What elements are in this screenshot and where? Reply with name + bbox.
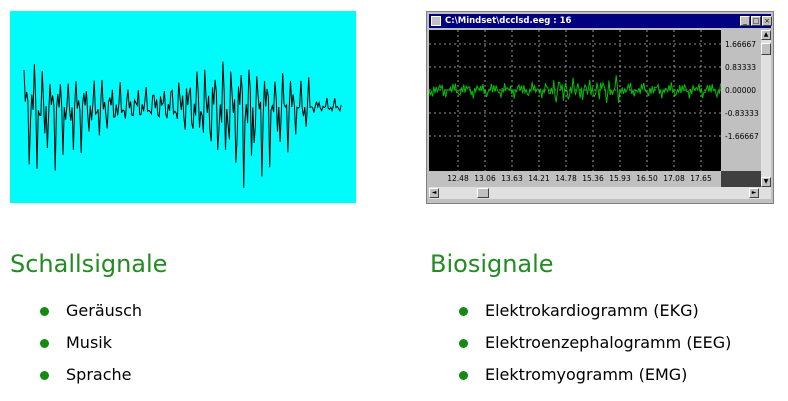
scroll-down-button[interactable]: ▼ [761,177,771,187]
bullet-icon [40,371,49,380]
eeg-window-title: C:\Mindset\dcclsd.eeg : 16 [445,16,572,26]
horizontal-scrollbar[interactable]: ◄ ► [429,187,771,199]
biosignale-heading: Biosignale [430,250,554,278]
x-tick-label: 15.93 [609,174,631,183]
bullet-icon [40,307,49,316]
y-tick-label: 0.00000 [725,86,757,95]
x-tick-label: 13.63 [501,174,523,183]
x-tick-label: 17.08 [663,174,685,183]
x-tick-label: 13.06 [474,174,496,183]
bullet-icon [459,371,468,380]
sound-signal-image [10,11,356,203]
minimize-button[interactable]: _ [740,16,750,26]
eeg-window: C:\Mindset\dcclsd.eeg : 16 _ □ × 1.66667… [426,11,774,204]
y-tick-label: 0.83333 [725,63,757,72]
x-tick-label: 12.48 [447,174,469,183]
eeg-trace [428,75,722,104]
y-tick-label: -0.83333 [725,109,759,118]
horizontal-scroll-thumb[interactable] [477,188,489,198]
x-tick-label: 16.50 [636,174,658,183]
y-tick-label: 1.66667 [725,40,757,49]
scroll-left-button[interactable]: ◄ [429,188,439,198]
maximize-button[interactable]: □ [751,16,761,26]
x-tick-label: 17.65 [690,174,712,183]
y-tick-label: -1.66667 [725,132,759,141]
sound-waveform [23,61,342,188]
x-tick-label: 14.78 [555,174,577,183]
schallsignale-heading: Schallsignale [10,250,168,278]
x-tick-label: 15.36 [582,174,604,183]
vertical-scroll-thumb[interactable] [761,43,771,55]
bullet-icon [40,339,49,348]
scroll-right-button[interactable]: ► [749,188,759,198]
vertical-scrollbar[interactable]: ▲ ▼ [761,30,771,187]
bullet-icon [459,339,468,348]
bullet-icon [459,307,468,316]
close-button[interactable]: × [762,16,772,26]
x-tick-label: 14.21 [528,174,550,183]
eeg-y-axis: 1.66667 0.83333 0.00000 -0.83333 -1.6666… [721,30,761,171]
eeg-corner-panel [721,171,761,187]
eeg-window-titlebar[interactable]: C:\Mindset\dcclsd.eeg : 16 _ □ × [429,14,772,28]
window-system-icon[interactable] [431,16,441,26]
eeg-x-axis: 12.48 13.06 13.63 14.21 14.78 15.36 15.9… [429,171,721,187]
sound-waveform-trace [23,61,342,188]
scroll-up-button[interactable]: ▲ [761,30,771,40]
eeg-plot-area [428,30,722,171]
eeg-plot [428,30,722,171]
